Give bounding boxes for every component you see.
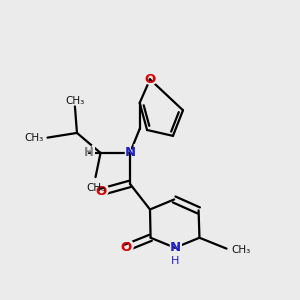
Text: H: H: [82, 144, 96, 162]
Text: N: N: [124, 146, 136, 159]
Text: O: O: [118, 238, 134, 257]
Text: CH₃: CH₃: [86, 183, 105, 193]
Text: H: H: [84, 146, 94, 159]
Text: CH₃: CH₃: [65, 95, 85, 106]
Text: O: O: [96, 185, 107, 198]
Text: N: N: [169, 241, 181, 254]
Text: N: N: [122, 143, 138, 162]
Text: O: O: [144, 73, 156, 86]
Text: O: O: [142, 70, 158, 89]
Text: O: O: [94, 182, 109, 201]
Text: O: O: [120, 241, 131, 254]
Text: H: H: [171, 256, 179, 266]
Text: N: N: [167, 238, 183, 257]
Text: CH₃: CH₃: [232, 244, 251, 254]
Text: CH₃: CH₃: [24, 133, 44, 142]
